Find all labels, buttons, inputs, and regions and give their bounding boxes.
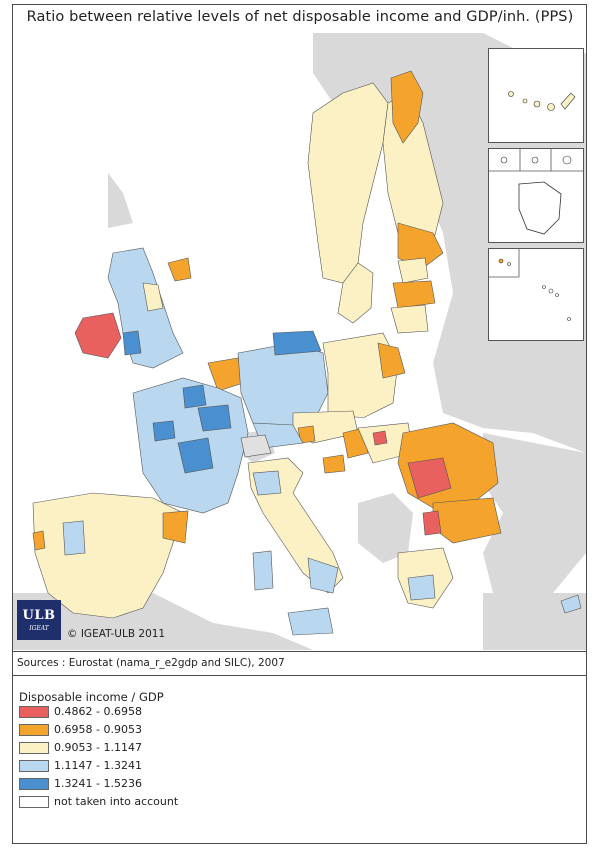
region-scandinavia (167, 70, 444, 324)
legend-label: 0.6958 - 0.9053 (54, 723, 142, 736)
legend-swatch (19, 778, 49, 790)
legend-swatch (19, 796, 49, 808)
region-british-isles (74, 247, 184, 369)
inset-azores-shapes (489, 249, 571, 321)
legend-swatch (19, 760, 49, 772)
legend-label: not taken into account (54, 795, 179, 808)
divider-top (12, 651, 587, 652)
legend-label: 1.1147 - 1.3241 (54, 759, 142, 772)
sources-text: Sources : Eurostat (nama_r_e2gdp and SIL… (17, 657, 285, 669)
region-iberia (32, 492, 189, 619)
legend-swatch (19, 706, 49, 718)
region-france (132, 377, 249, 514)
ulb-logo: ULB IGEAT (17, 600, 61, 640)
divider-bottom (12, 675, 587, 676)
legend-label: 1.3241 - 1.5236 (54, 777, 142, 790)
legend-title: Disposable income / GDP (19, 690, 164, 704)
copyright-text: © IGEAT-ULB 2011 (67, 628, 166, 640)
legend-label: 0.9053 - 1.1147 (54, 741, 142, 754)
region-central-europe (207, 330, 414, 474)
inset-french-guiana (488, 148, 584, 243)
region-italy (247, 457, 344, 636)
inset-azores-madeira (488, 248, 584, 341)
logo-sub-text: IGEAT (29, 625, 49, 632)
map-frame (12, 4, 587, 844)
legend-label: 0.4862 - 0.6958 (54, 705, 142, 718)
legend-swatch (19, 742, 49, 754)
inset-canary-islands (488, 48, 584, 143)
legend-swatch (19, 724, 49, 736)
logo-main-text: ULB (22, 608, 56, 623)
choropleth-map (13, 33, 586, 650)
map-canvas (13, 33, 586, 650)
region-switzerland (240, 434, 272, 458)
inset-canary-shapes (508, 91, 576, 111)
inset-guiana-shapes (489, 149, 583, 235)
region-baltics (390, 257, 436, 334)
region-eastern-europe (397, 422, 582, 614)
map-title: Ratio between relative levels of net dis… (26, 9, 574, 25)
